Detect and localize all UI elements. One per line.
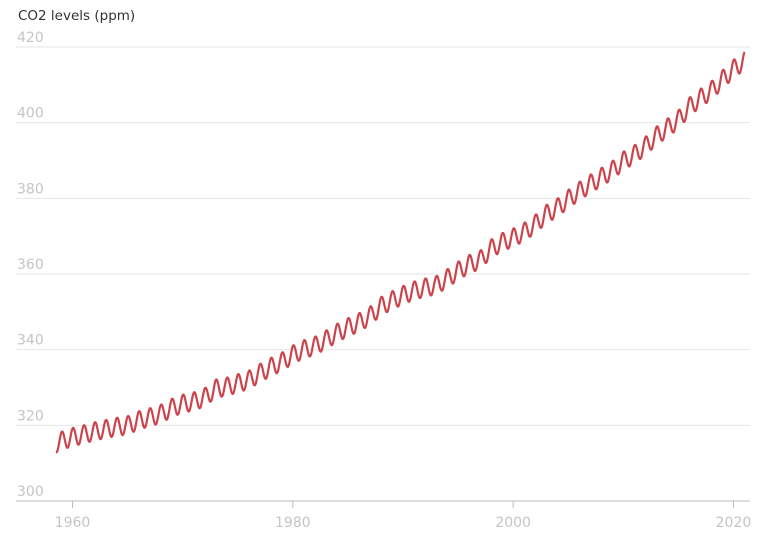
x-tick-label-2020: 2020	[716, 515, 752, 531]
y-tick-label-320: 320	[17, 408, 44, 424]
x-tick-label-2000: 2000	[495, 515, 531, 531]
x-tick-label-1960: 1960	[55, 515, 91, 531]
y-tick-label-380: 380	[17, 181, 44, 197]
co2-series-line-0	[55, 51, 746, 454]
y-tick-label-400: 400	[17, 106, 44, 122]
y-axis-title: CO2 levels (ppm)	[18, 8, 136, 24]
y-tick-label-340: 340	[17, 333, 44, 349]
x-tick-label-1980: 1980	[275, 515, 311, 531]
y-tick-label-420: 420	[17, 30, 44, 46]
y-tick-label-360: 360	[17, 257, 44, 273]
y-tick-label-300: 300	[17, 484, 44, 500]
